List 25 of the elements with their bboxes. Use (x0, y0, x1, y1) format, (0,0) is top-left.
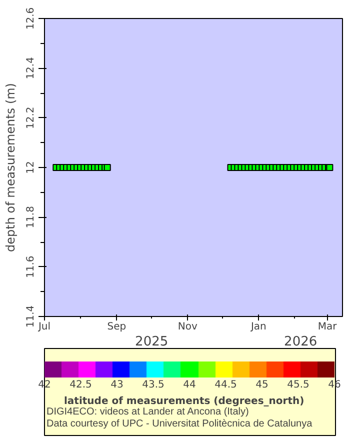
x-tick-label: Jan (250, 322, 266, 332)
y-tick-label: 11.4 (26, 305, 36, 328)
y-tick-label: 11.6 (26, 256, 36, 278)
y-tick-label: 12 (26, 161, 36, 174)
x-tick-label: Mar (318, 322, 338, 332)
color-bar-label: 43 (110, 380, 124, 390)
color-bar-label: 45 (256, 380, 268, 390)
color-bar-label: 44 (183, 380, 196, 390)
color-bar-label: 44.5 (214, 380, 237, 390)
text: latitude of measurements (degrees_north) (64, 396, 304, 407)
color-bar-label: 42.5 (70, 380, 92, 390)
text: 2026 (284, 334, 318, 350)
x-tick-label: Sep (107, 322, 126, 332)
text: DIGI4ECO: videos at Lander at Ancona (Italy) (46, 406, 249, 418)
y-axis-title: depth of measurements (m) (4, 83, 18, 252)
color-bar-label: 43.5 (142, 380, 164, 390)
color-bar-label: 45.5 (287, 380, 310, 390)
y-tick-label: 12.4 (26, 57, 36, 80)
text: Data courtesy of UPC - Universitat Politècnica de Catalunya (46, 418, 313, 430)
x-tick-label: Jul (37, 322, 51, 332)
text: 2025 (135, 334, 168, 350)
y-tick-label: 12.2 (26, 106, 36, 129)
y-tick-label: 12.6 (26, 7, 36, 30)
y-tick-label: 11.8 (26, 206, 36, 228)
x-tick-label: Nov (178, 322, 198, 332)
